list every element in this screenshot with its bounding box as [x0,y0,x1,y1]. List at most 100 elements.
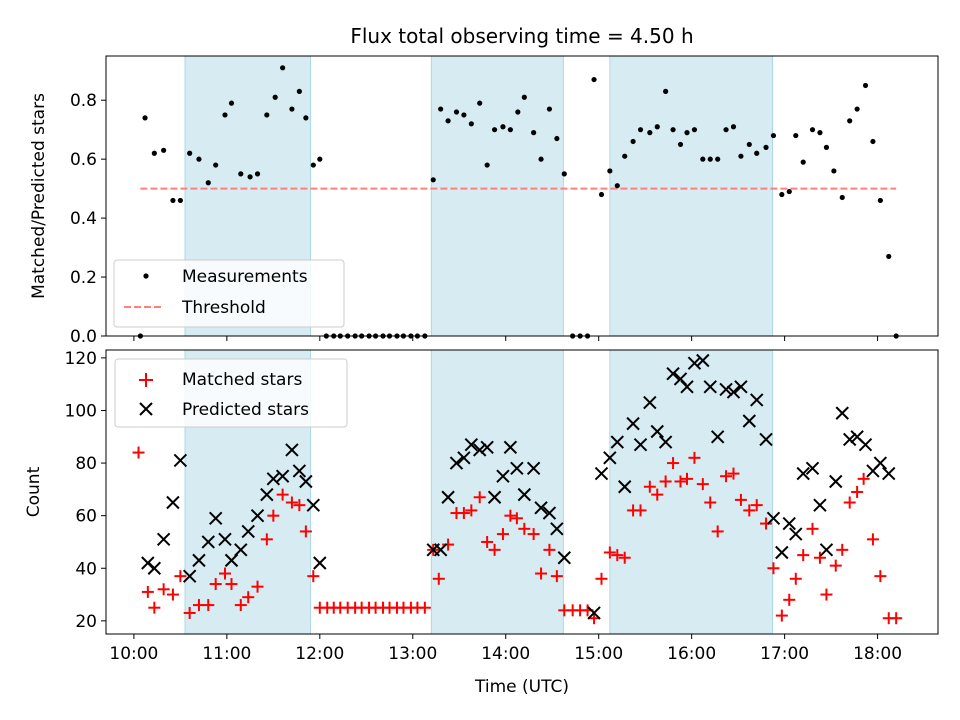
matched-point [836,543,849,556]
measurement-point [317,156,323,162]
predicted-point [666,366,680,381]
matched-point [659,475,672,488]
x-tick-label: 18:00 [853,644,902,664]
measurement-point [839,194,845,201]
measurement-point [870,138,876,145]
measurement-point [800,159,806,165]
measurement-point [730,124,737,130]
measurement-point [707,156,713,162]
measurement-point [538,156,544,162]
matched-point [813,551,826,564]
measurement-point [831,168,837,174]
matched-point [603,546,616,559]
matched-point [743,504,756,517]
predicted-point [633,437,648,452]
measurement-point [663,88,669,94]
predicted-point [766,511,781,526]
matched-point [465,504,478,517]
matched-point [704,496,717,509]
predicted-point [557,551,572,565]
measurement-point [161,147,167,153]
measurement-point [310,162,316,168]
predicted-point [750,393,764,407]
observing-band [430,55,564,337]
predicted-point [192,553,206,568]
x-tick-label: 12:00 [295,644,344,664]
matched-point [874,570,887,583]
matched-point [760,517,773,530]
predicted-point [594,466,609,481]
matched-point [857,472,870,485]
predicted-point [182,569,197,583]
measurement-point [723,127,729,133]
measurement-point [670,127,676,133]
measurement-point [793,132,799,139]
measurement-point [877,197,883,204]
measurement-point [289,106,295,112]
matched-point [260,533,273,546]
predicted-point [480,440,494,455]
measurement-point [779,191,785,198]
y-tick-label: 100 [65,401,97,421]
measurement-point [754,150,760,156]
predicted-point [464,437,479,452]
measurement-point [228,100,235,106]
y-tick-label: 20 [75,612,97,632]
predicted-point [542,506,557,520]
legend-matched-label: Matched stars [182,370,302,390]
predicted-point [218,532,232,547]
matched-point [843,496,856,509]
measurement-point [715,156,721,162]
y-tick-label: 60 [75,507,97,527]
matched-point [611,549,624,562]
ratio-legend: Measurements Threshold [113,259,345,328]
matched-point [166,588,179,601]
legend-threshold-label: Threshold [181,298,266,318]
measurement-point [177,197,183,204]
counts-legend-box [114,358,348,428]
predicted-point [166,495,180,510]
measurement-point [862,82,869,89]
matched-point [820,588,833,601]
matched-point [797,549,810,562]
predicted-point [433,543,448,557]
predicted-point [449,456,464,470]
matched-point [473,491,486,504]
matched-point [307,570,320,583]
matched-point [789,572,802,585]
predicted-point [680,380,694,394]
predicted-point [842,432,857,447]
predicted-point [526,461,541,476]
matched-point [457,507,470,520]
measurement-point [247,174,253,180]
measurement-point [637,127,644,133]
measurement-point [187,150,193,156]
measurement-point [222,112,228,118]
predicted-point [658,435,673,449]
predicted-point [710,430,725,444]
predicted-point [503,440,518,455]
matched-point [866,533,879,546]
matched-point [783,593,796,606]
counts-legend: Matched stars Predicted stars [114,358,348,428]
x-tick-label: 15:00 [574,644,623,664]
matched-points [132,446,903,625]
matched-point [618,551,631,564]
ratio-legend-box [113,259,345,328]
matched-point [510,512,523,525]
measurement-point [700,156,706,162]
matched-point [720,470,733,483]
measurement-point [196,156,202,162]
matched-point [643,480,656,493]
measurement-point [654,124,660,130]
measurement-point [677,141,684,148]
matched-point [267,509,280,522]
predicted-point [250,508,265,523]
measurement-point [438,106,444,112]
y-tick-label: 0.2 [70,268,97,288]
x-tick-label: 17:00 [760,644,809,664]
legend-matched-marker [139,373,153,387]
predicted-point [643,395,657,410]
measurement-point [213,162,219,168]
observing-band [609,55,774,337]
